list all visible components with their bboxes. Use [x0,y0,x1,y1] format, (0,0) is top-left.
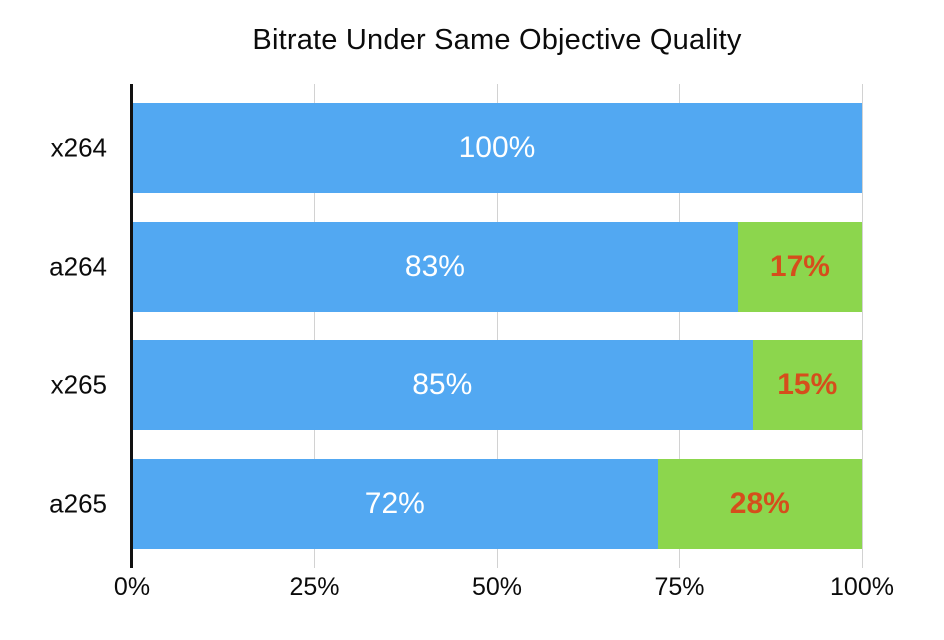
bar-segment-bitrate-x264: 100% [132,103,862,193]
bar-segment-bitrate-x265: 85% [132,340,753,430]
bar-group: 100% 83% 17% 85% 15% 72% 28% [132,84,862,568]
category-label-x265: x265 [50,369,107,400]
bar-row-x264: 100% [132,103,862,193]
x-tick-label-25%: 25% [289,573,340,601]
gridline-75% [679,84,680,568]
y-axis-line [130,84,133,568]
gridline-100% [861,84,863,568]
plot-area: 100% 83% 17% 85% 15% 72% 28% [130,84,863,568]
gridline-25% [314,84,315,568]
bar-segment-savings-a264: 17% [737,221,862,312]
x-tick-label-100%: 100% [830,573,894,601]
bar-row-a264: 83% 17% [132,221,862,312]
bar-row-x265: 85% 15% [132,340,862,430]
gridline-50% [496,84,498,568]
category-label-x264: x264 [50,132,107,163]
x-tick-label-50%: 50% [471,573,523,601]
bar-row-a265: 72% 28% [132,458,862,549]
bar-segment-bitrate-a264: 83% [132,221,738,312]
category-label-a265: a265 [49,488,107,518]
chart-title: Bitrate Under Same Objective Quality [252,24,742,56]
bar-segment-savings-a265: 28% [657,458,862,549]
category-axis-labels: x264 a264 x265 a265 [0,84,120,568]
x-tick-label-75%: 75% [654,573,705,601]
x-tick-label-0%: 0% [113,573,151,601]
category-label-a264: a264 [49,251,107,281]
x-axis-labels: 0% 25% 50% 75% 100% [114,573,894,607]
bar-segment-bitrate-a265: 72% [132,458,658,549]
bar-segment-savings-x265: 15% [752,340,862,430]
